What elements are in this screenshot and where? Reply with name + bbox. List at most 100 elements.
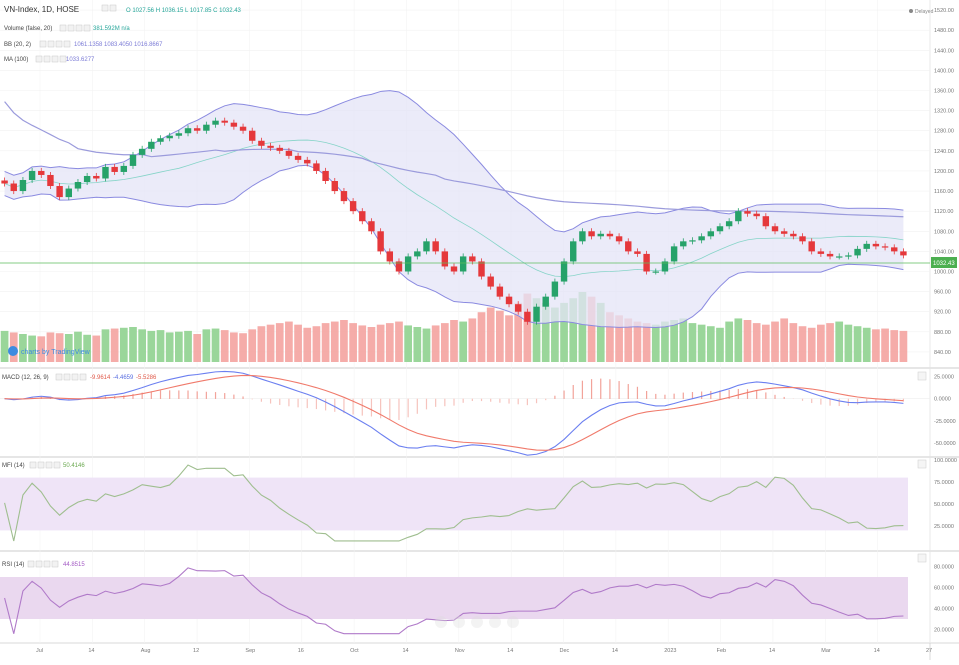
macd-hist-bar — [362, 399, 363, 416]
candle-body — [387, 251, 393, 261]
macd-hist-bar — [490, 399, 491, 402]
macd-value-3: -5.5286 — [136, 375, 157, 381]
time-tick-label: 16 — [298, 648, 304, 654]
bb-label: BB (20, 2) — [4, 42, 31, 48]
replay-stop-icon[interactable] — [489, 616, 501, 628]
macd-series — [0, 371, 930, 455]
candle-body — [405, 256, 411, 271]
price-tick-label: 1360.00 — [934, 89, 954, 95]
candle-body — [625, 241, 631, 251]
volume-bar — [303, 328, 311, 362]
mfi-value: 50.4146 — [63, 463, 85, 469]
volume-bar — [854, 326, 862, 362]
macd-hist-bar — [160, 391, 161, 399]
volume-bar — [322, 323, 330, 362]
macd-panel-toggle[interactable] — [918, 372, 926, 380]
macd-hist-bar — [187, 390, 188, 399]
time-tick-label: Aug — [141, 648, 151, 654]
macd-tick-label: 0.0000 — [934, 397, 951, 403]
macd-hist-bar — [242, 396, 243, 399]
candle-body — [341, 191, 347, 201]
macd-hist-bar — [839, 399, 840, 406]
candle-body — [194, 128, 200, 131]
macd-hist-bar — [371, 399, 372, 417]
volume-bar — [496, 311, 504, 362]
macd-hist-bar — [563, 391, 564, 399]
time-tick-label: Mar — [821, 648, 831, 654]
time-tick-label: 14 — [402, 648, 408, 654]
candle-body — [708, 231, 714, 236]
macd-hist-bar — [646, 391, 647, 399]
replay-play-icon[interactable] — [453, 616, 465, 628]
candle-body — [478, 261, 484, 276]
mfi-band — [0, 478, 908, 531]
volume-bar — [349, 323, 357, 362]
macd-hist-bar — [178, 390, 179, 399]
candle-body — [203, 125, 209, 131]
macd-hist-bar — [545, 399, 546, 400]
price-tick-label: 1440.00 — [934, 48, 954, 54]
candle-body — [689, 240, 695, 241]
mfi-panel-toggle[interactable] — [918, 460, 926, 468]
price-tick-label: 1000.00 — [934, 270, 954, 276]
volume-bar — [734, 318, 742, 362]
candle-body — [561, 261, 567, 281]
mfi-tick-label: 100.0000 — [934, 458, 957, 464]
mfi-tick-label: 75.0000 — [934, 480, 954, 486]
candle-body — [781, 231, 787, 234]
macd-hist-bar — [628, 384, 629, 399]
macd-hist-bar — [261, 399, 262, 402]
symbol-label[interactable]: VN-Index, 1D, HOSE — [4, 5, 79, 14]
mfi-tick-label: 25.0000 — [934, 524, 954, 530]
candle-body — [29, 171, 35, 180]
candle-body — [845, 255, 851, 256]
volume-bar — [65, 334, 73, 362]
time-tick-label: Sep — [245, 648, 255, 654]
volume-bar — [395, 322, 403, 362]
volume-bar — [221, 330, 229, 362]
price-axis: 1520.001480.001440.001400.001360.001320.… — [934, 8, 957, 633]
candle-body — [258, 141, 264, 146]
rsi-panel-toggle[interactable] — [918, 554, 926, 562]
macd-hist-bar — [527, 399, 528, 405]
time-tick-label: Feb — [717, 648, 726, 654]
time-tick-label: Dec — [560, 648, 570, 654]
volume-bar — [358, 325, 366, 362]
macd-hist-bar — [820, 399, 821, 405]
candle-body — [130, 155, 136, 166]
volume-bar — [643, 323, 651, 362]
macd-hist-bar — [784, 397, 785, 399]
candle-body — [598, 234, 604, 237]
macd-hist-bar — [765, 392, 766, 399]
candle-body — [20, 180, 26, 191]
candle-body — [176, 133, 182, 136]
replay-back-icon[interactable] — [435, 616, 447, 628]
macd-hist-bar — [325, 399, 326, 411]
volume-bar — [670, 320, 678, 362]
macd-hist-bar — [664, 395, 665, 399]
volume-bar — [790, 323, 798, 362]
volume-bar — [147, 331, 155, 362]
replay-forward-icon[interactable] — [507, 616, 519, 628]
macd-hist-bar — [224, 393, 225, 399]
candle-body — [313, 163, 319, 171]
volume-bar — [313, 326, 321, 362]
volume-bar — [129, 327, 137, 362]
macd-tick-label: 25.0000 — [934, 374, 954, 380]
replay-step-icon[interactable] — [471, 616, 483, 628]
macd-hist-bar — [197, 391, 198, 399]
macd-hist-bar — [316, 399, 317, 409]
tradingview-cloud-icon — [8, 346, 18, 356]
candle-body — [414, 251, 420, 256]
macd-hist-bar — [481, 399, 482, 401]
ohlc-values: O 1027.56 H 1036.15 L 1017.85 C 1032.43 — [126, 8, 242, 14]
candle-body — [166, 136, 172, 139]
candle-body — [487, 277, 493, 287]
candle-body — [616, 236, 622, 241]
macd-hist-bar — [591, 379, 592, 399]
macd-hist-bar — [499, 399, 500, 403]
candle-body — [84, 176, 90, 182]
